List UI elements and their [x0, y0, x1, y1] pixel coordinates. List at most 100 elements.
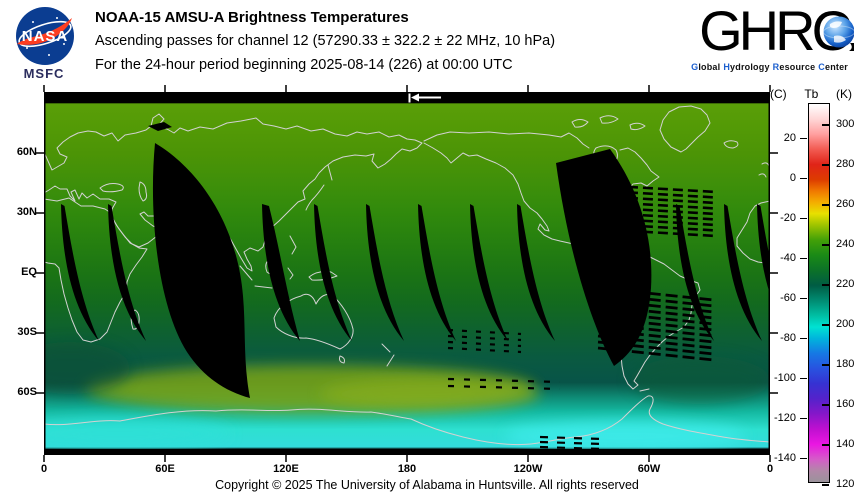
no-data-band-north — [44, 92, 770, 103]
nasa-red-swoosh — [17, 18, 72, 45]
x-tick-label: 0 — [40, 463, 48, 475]
colorbar-kelvin-tick-label: 180 — [836, 358, 854, 370]
scan-line-stripe — [612, 190, 717, 199]
colorbar-kelvin-tick — [822, 484, 829, 486]
scan-line-stripe — [612, 201, 717, 210]
scan-line-stripe — [597, 340, 715, 356]
colorbar-celsius-tick-label: 20 — [783, 131, 796, 144]
data-gap-sliver — [262, 204, 300, 341]
coast-africa-west — [736, 200, 770, 265]
colorbar-celsius-tick-label: -120 — [773, 411, 796, 424]
colorbar-celsius-tick — [800, 377, 807, 380]
coast-caspian-sea — [138, 181, 148, 202]
colorbar-celsius-tick-label: -140 — [773, 451, 796, 464]
pass-direction-arrow — [408, 92, 441, 103]
scan-line-stripe — [539, 440, 603, 446]
scan-line-stripe — [597, 322, 715, 338]
ghrc-letter-h: H — [738, 0, 780, 62]
colorbar — [808, 103, 830, 483]
scan-line-stripe — [612, 195, 717, 205]
colorbar-celsius-tick — [800, 177, 807, 180]
colorbar-celsius-tick-label: -20 — [780, 211, 796, 224]
big-data-gap-swath — [148, 122, 172, 131]
scan-line-stripe — [597, 310, 715, 326]
ghrc-tagline-word: Hydrology — [723, 62, 770, 72]
colorbar-celsius-tick-label: -40 — [780, 251, 796, 264]
coast-greenland — [659, 105, 711, 153]
scan-line-stripe — [597, 304, 715, 320]
scan-line-stripe — [447, 384, 561, 391]
map-frame — [44, 92, 770, 455]
page-title: NOAA-15 AMSU-A Brightness Temperatures — [95, 9, 409, 26]
scan-line-stripe — [539, 435, 603, 441]
scan-line-stripe — [539, 445, 603, 451]
colorbar-kelvin-tick — [822, 284, 829, 286]
data-gap-sliver — [314, 204, 352, 341]
subtitle-channel: Ascending passes for channel 12 (57290.3… — [95, 33, 556, 49]
data-gap-sliver — [61, 204, 99, 341]
colorbar-celsius-tick-label: -80 — [780, 331, 796, 344]
colorbar-celsius-tick — [800, 337, 807, 340]
colorbar-kelvin-tick-label: 240 — [836, 238, 854, 250]
scan-line-stripe — [612, 212, 717, 221]
missing-data-swaths — [61, 122, 770, 451]
ghrc-tagline-word: Global — [691, 62, 721, 72]
nasa-orbit-ellipse — [18, 20, 72, 48]
coast-antarctica — [44, 388, 770, 446]
ghrc-tagline-word: Center — [818, 62, 848, 72]
scan-line-stripe — [447, 328, 522, 336]
colorbar-tb-label: Tb — [804, 87, 819, 101]
scan-line-stripe — [597, 346, 715, 362]
colorbar-kelvin-tick — [822, 204, 829, 206]
subtitle-period: For the 24-hour period beginning 2025-08… — [95, 57, 513, 73]
colorbar-celsius-tick — [800, 137, 807, 140]
data-gap-sliver — [366, 204, 404, 341]
colorbar-celsius-tick-label: 0 — [789, 171, 796, 184]
colorbar-kelvin-tick — [822, 164, 829, 166]
ghrc-globe-stand — [848, 43, 854, 51]
x-tick-label: 180 — [397, 463, 417, 475]
colorbar-kelvin-tick-label: 120 — [836, 478, 854, 490]
colorbar-celsius-tick-label: -100 — [773, 371, 796, 384]
colorbar-celsius-tick — [800, 457, 807, 460]
data-gap-sliver — [517, 204, 555, 341]
x-tick-label: 60W — [637, 463, 661, 475]
nasa-wordmark: NASA — [22, 28, 69, 45]
scan-line-stripe — [597, 316, 715, 332]
ghrc-letter-r: R — [775, 0, 816, 62]
big-data-gap-swath — [556, 149, 652, 366]
no-data-band-south — [44, 449, 770, 455]
colorbar-kelvin-tick-label: 280 — [836, 158, 854, 170]
colorbar-kelvin-tick-label: 220 — [836, 278, 854, 290]
coast-arctic-islands — [571, 115, 646, 131]
coast-black-sea — [99, 183, 124, 193]
x-tick-label: 120W — [513, 463, 543, 475]
coast-australia-nz — [273, 293, 395, 367]
scan-line-stripe — [612, 184, 717, 194]
scan-line-stripe — [612, 228, 717, 238]
colorbar-celsius-label: (C) — [770, 87, 787, 101]
scan-line-stripe — [612, 217, 717, 227]
scan-line-stripe — [447, 334, 522, 342]
colorbar-kelvin-tick — [822, 124, 829, 126]
copyright-line: Copyright © 2025 The University of Alaba… — [215, 478, 639, 492]
colorbar-kelvin-tick-label: 160 — [836, 398, 854, 410]
scan-line-stripe — [597, 334, 715, 350]
colorbar-kelvin-tick — [822, 364, 829, 366]
y-tick-label: 60N — [16, 146, 37, 158]
scan-line-stripe — [612, 206, 717, 216]
colorbar-kelvin-label: (K) — [836, 87, 852, 101]
axis-ticks — [36, 85, 778, 462]
data-gap-sliver — [418, 204, 456, 341]
x-tick-label: 0 — [766, 463, 774, 475]
colorbar-kelvin-tick — [822, 244, 829, 246]
coast-japan — [305, 164, 333, 211]
ghrc-tagline-word: Resource — [772, 62, 816, 72]
big-data-gap-swath — [152, 143, 250, 398]
msfc-label: MSFC — [23, 66, 65, 81]
y-tick-label: 60S — [17, 386, 37, 398]
data-gap-sliver — [108, 204, 146, 341]
scan-line-stripe — [447, 340, 522, 348]
